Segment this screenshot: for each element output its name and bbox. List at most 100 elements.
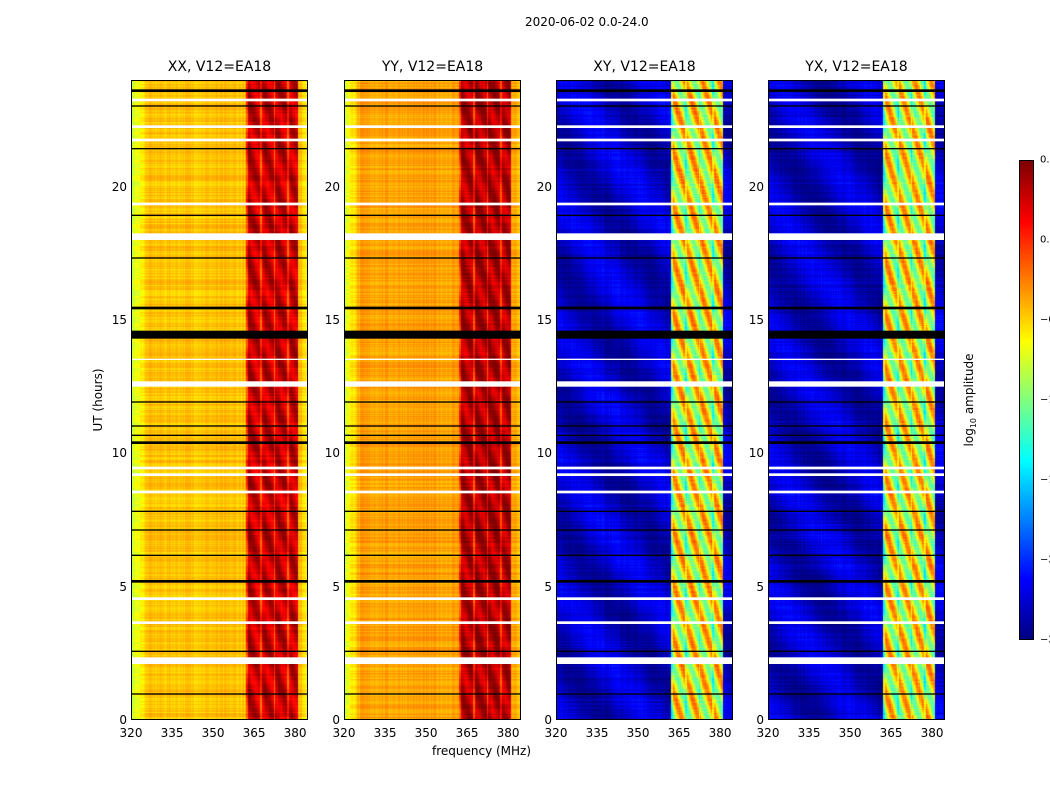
flagged-row-white [556,202,733,206]
y-tick-label: 10 [111,446,127,461]
flagged-row-white [768,233,945,240]
x-tick-label: 335 [797,726,821,740]
flagged-row-white [344,138,521,142]
flagged-row-white [131,621,308,624]
x-axis-label: frequency (MHz) [432,744,532,758]
y-tick-label: 0 [756,713,764,727]
x-tick-label: 380 [708,726,732,740]
flagged-row-black [556,693,733,695]
flagged-row-white [556,473,733,476]
flags-yx [768,89,945,695]
flagged-row-black [344,693,521,695]
flagged-row-white [556,233,733,240]
flagged-row-black [131,510,308,512]
flagged-row-white [768,597,945,600]
flagged-row-white [556,466,733,470]
colorbar-tick-label: −1.0 [1040,394,1050,406]
flagged-row-black [768,105,945,107]
flagged-row-black [344,147,521,150]
flagged-row-white [131,597,308,600]
flagged-row-black [131,105,308,107]
x-tick-label: 365 [879,726,903,740]
heatmap-yx [768,80,945,720]
x-tick-label: 320 [756,726,780,740]
flagged-row-black [556,441,733,444]
flagged-row-black [344,650,521,652]
y-tick-label: 20 [324,179,340,194]
flagged-row-white [344,381,521,387]
panel-yy [344,80,521,720]
y-tick-label: 10 [748,446,764,461]
flagged-row-black [556,510,733,512]
flagged-row-black [344,214,521,216]
flagged-row-black [556,401,733,403]
x-tick-label: 320 [332,726,356,740]
flagged-row-black [768,425,945,427]
y-tick-label: 20 [748,179,764,194]
flagged-row-black [131,257,308,259]
colorbar-label-rest: amplitude [961,353,976,418]
flagged-row-black [768,306,945,310]
flagged-row-black [556,306,733,310]
flagged-row-black [131,89,308,92]
flagged-row-black [131,147,308,150]
flagged-row-white [344,202,521,206]
y-axis-label: UT (hours) [91,368,105,432]
flagged-row-white [344,466,521,470]
flagged-row-white [131,125,308,128]
flagged-row-black [768,147,945,150]
flagged-row-white [556,621,733,624]
flagged-row-black [768,650,945,652]
y-tick-label: 5 [756,579,764,594]
flagged-row-white [344,490,521,494]
heatmap-xx [131,80,308,720]
flagged-row-black [344,579,521,583]
flagged-row-black [344,105,521,107]
frame [131,80,308,720]
flagged-row-white [131,138,308,142]
flagged-row-white [131,233,308,240]
x-tick-label: 365 [455,726,479,740]
flagged-row-black [344,434,521,436]
flagged-row-black [556,214,733,216]
flagged-row-black [556,147,733,150]
flagged-row-black [768,401,945,403]
flagged-row-black [131,693,308,695]
flagged-row-black [768,434,945,436]
flagged-row-black [768,693,945,695]
flagged-row-black [768,257,945,259]
flagged-row-white [344,233,521,240]
flagged-row-white [131,490,308,494]
x-tick-label: 380 [283,726,307,740]
colorbar-tick-label: −0.5 [1040,314,1050,326]
flagged-row-black [344,257,521,259]
x-tick-label: 335 [373,726,397,740]
figure-title: 2020-06-02 0.0-24.0 [525,15,649,29]
x-tick-label: 350 [201,726,225,740]
colorbar-tick-label: −2.0 [1040,554,1050,566]
x-tick-label: 335 [160,726,184,740]
flagged-row-black [768,554,945,556]
heatmap-yy [344,80,521,720]
flagged-row-black [131,554,308,556]
flagged-row-black [556,554,733,556]
heatmap-xy [556,80,733,720]
x-tick-label: 320 [544,726,568,740]
flagged-row-black [556,579,733,583]
panel-xx [131,80,308,720]
colorbar-label-main: log [961,428,976,447]
x-tick-label: 320 [119,726,143,740]
flagged-row-white [768,98,945,102]
colorbar-tick-label: 0.0 [1040,234,1050,246]
flagged-row-white [556,657,733,664]
flagged-row-white [131,473,308,476]
flagged-row-black [131,214,308,216]
flagged-row-black [556,529,733,531]
x-tick-label: 365 [667,726,691,740]
flagged-row-black [131,579,308,583]
flagged-row-white [344,621,521,624]
frame [556,80,733,720]
flagged-row-white [768,381,945,387]
flags-yy [344,89,521,695]
